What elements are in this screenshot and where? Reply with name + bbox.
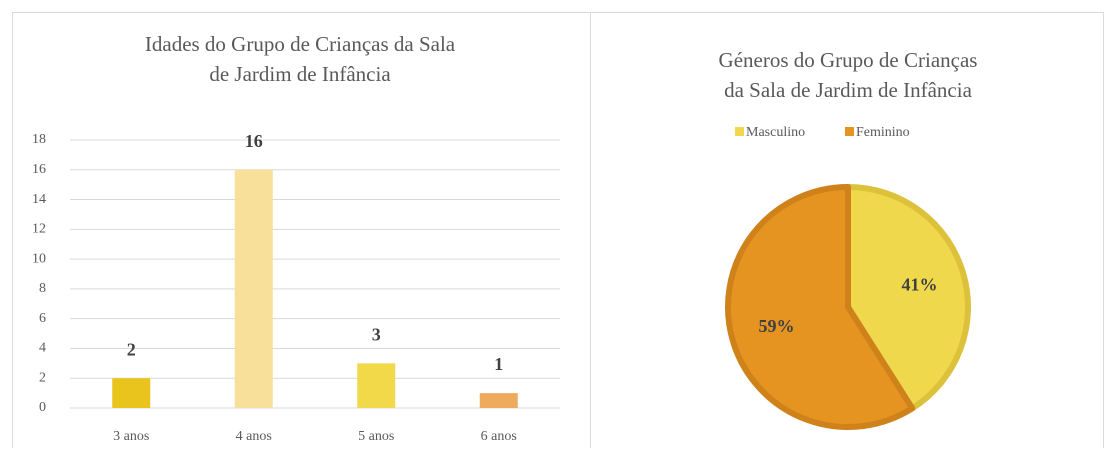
y-tick-label: 12 [32,222,46,237]
chart-title: Idades do Grupo de Crianças da Sala [145,32,456,56]
y-tick-label: 16 [32,162,46,177]
x-tick-label: 5 anos [358,429,394,444]
bar-panel [12,12,591,453]
y-tick-label: 6 [39,311,46,326]
data-label: 2 [127,339,136,359]
data-label: 1 [494,354,503,374]
data-label: 3 [372,324,381,344]
y-tick-label: 8 [39,281,46,296]
y-tick-label: 10 [32,251,46,266]
x-tick-label: 6 anos [481,429,517,444]
chart-title: da Sala de Jardim de Infância [724,78,972,102]
data-label: 59% [759,316,795,336]
y-tick-label: 18 [32,132,46,147]
bar [479,393,518,408]
y-tick-label: 14 [32,192,46,207]
legend-swatch [845,127,854,136]
data-label: 16 [245,131,263,151]
chart-title: de Jardim de Infância [209,62,391,86]
legend-label: Masculino [746,125,805,140]
y-tick-label: 4 [39,341,46,356]
y-tick-label: 2 [39,370,46,385]
y-tick-label: 0 [39,400,46,415]
legend-label: Feminino [856,125,910,140]
legend-swatch [735,127,744,136]
data-label: 41% [901,274,937,294]
bar [357,363,396,408]
bar [234,169,273,408]
x-tick-label: 3 anos [113,429,149,444]
x-tick-label: 4 anos [236,429,272,444]
chart-title: Géneros do Grupo de Crianças [719,48,978,72]
pie-slice [725,184,916,430]
bar [112,378,151,408]
